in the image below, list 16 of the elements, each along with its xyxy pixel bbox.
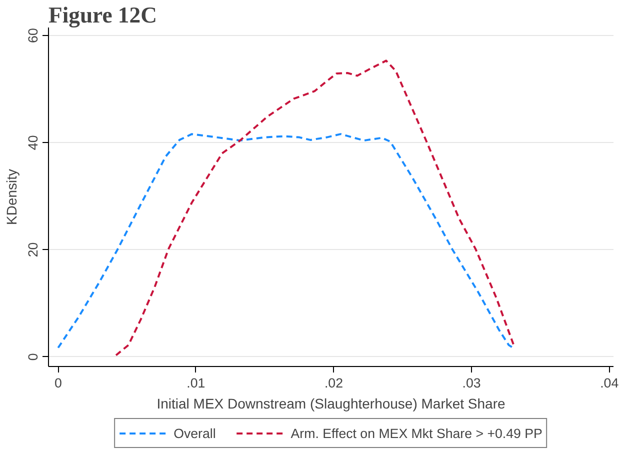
legend-label: Arm. Effect on MEX Mkt Share > +0.49 PP — [290, 426, 542, 440]
line-series — [115, 60, 516, 356]
y-tick-label: 0 — [26, 353, 40, 361]
y-tick-label: 20 — [26, 242, 40, 258]
chart-title: Figure 12C — [48, 2, 157, 28]
y-axis-title: KDensity — [4, 168, 20, 226]
x-axis-title: Initial MEX Downstream (Slaughterhouse) Market Share — [156, 396, 506, 412]
x-tick-label: .02 — [324, 376, 344, 390]
line-series — [57, 133, 514, 349]
legend-label: Overall — [174, 426, 216, 440]
x-tick-label: .01 — [186, 376, 206, 390]
y-tick-label: 40 — [26, 135, 40, 150]
x-tick-label: 0 — [54, 376, 62, 390]
y-tick-label: 60 — [26, 28, 40, 43]
x-tick-label: .03 — [462, 376, 481, 390]
x-tick-label: .04 — [600, 376, 620, 390]
